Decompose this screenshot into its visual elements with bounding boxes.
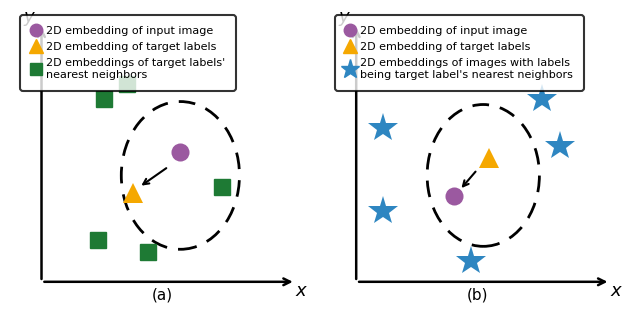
Text: (b): (b) bbox=[467, 288, 488, 302]
Legend: 2D embedding of input image, 2D embedding of target labels, 2D embeddings of ima: 2D embedding of input image, 2D embeddin… bbox=[338, 19, 581, 88]
Legend: 2D embedding of input image, 2D embedding of target labels, 2D embeddings of tar: 2D embedding of input image, 2D embeddin… bbox=[24, 19, 233, 88]
Text: $x$: $x$ bbox=[295, 282, 308, 300]
Text: $y$: $y$ bbox=[23, 10, 36, 28]
Text: (a): (a) bbox=[152, 288, 173, 302]
Text: $y$: $y$ bbox=[338, 10, 351, 28]
Text: $x$: $x$ bbox=[609, 282, 623, 300]
